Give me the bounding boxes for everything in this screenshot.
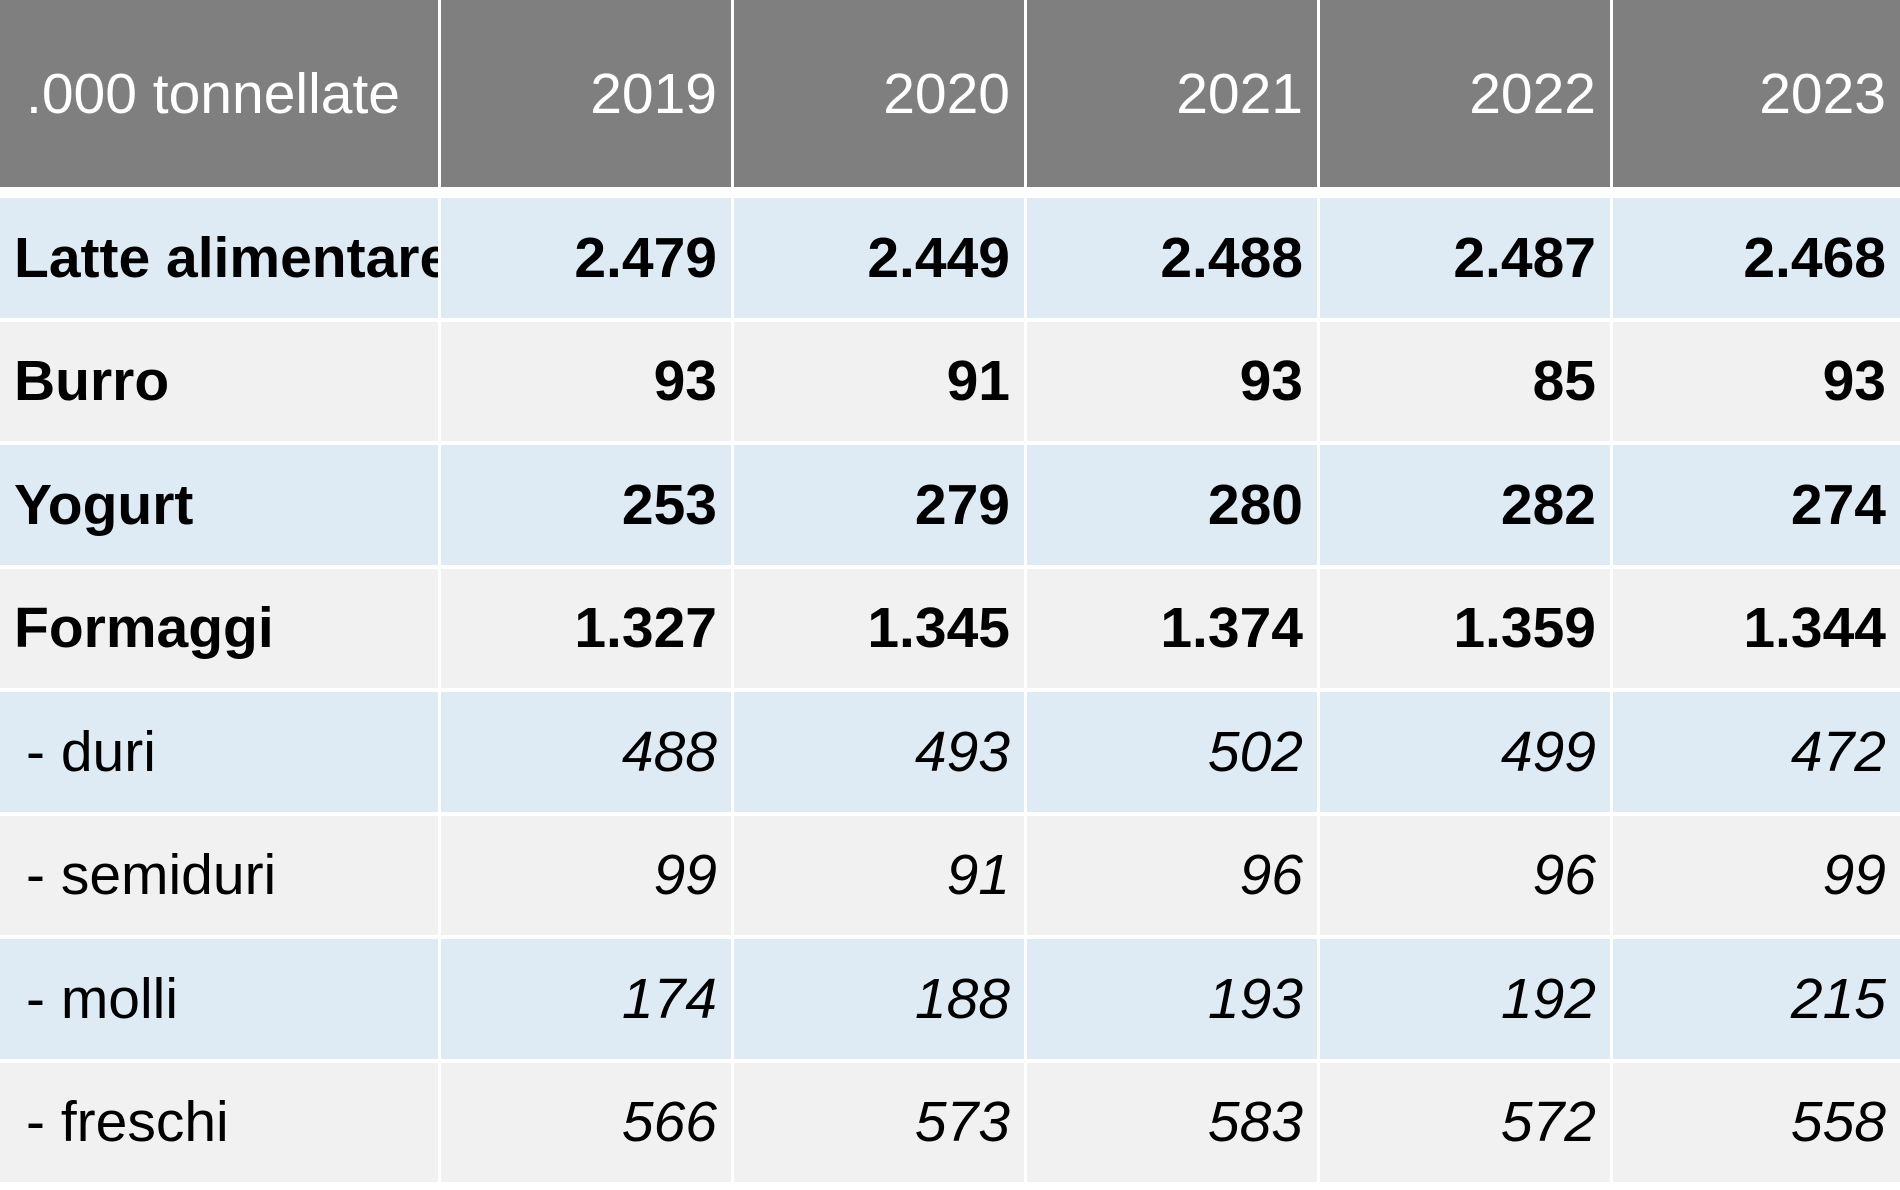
table-cell: 1.374 [1027,568,1320,692]
table-cell: 99 [441,815,734,939]
table-cell: 91 [734,815,1027,939]
table-cell: 493 [734,692,1027,816]
table-cell: 583 [1027,1062,1320,1186]
header-year-2022: 2022 [1320,0,1613,198]
table-cell: 2.479 [441,198,734,322]
table-cell: 93 [1613,321,1900,445]
table-cell: 472 [1613,692,1900,816]
table-cell: 2.449 [734,198,1027,322]
table-cell: 573 [734,1062,1027,1186]
table-cell: 2.468 [1613,198,1900,322]
row-label: Burro [0,321,441,445]
header-year-2019: 2019 [441,0,734,198]
table-cell: 502 [1027,692,1320,816]
table-cell: 499 [1320,692,1613,816]
row-label: Yogurt [0,445,441,569]
table-cell: 280 [1027,445,1320,569]
table-cell: 274 [1613,445,1900,569]
table-cell: 1.345 [734,568,1027,692]
row-label: - freschi [0,1062,441,1186]
table-cell: 282 [1320,445,1613,569]
header-year-2023: 2023 [1613,0,1900,198]
table-cell: 1.327 [441,568,734,692]
table-cell: 99 [1613,815,1900,939]
row-label: Formaggi [0,568,441,692]
table-cell: 91 [734,321,1027,445]
table-cell: 2.488 [1027,198,1320,322]
table-cell: 96 [1320,815,1613,939]
row-label: - semiduri [0,815,441,939]
table-cell: 193 [1027,939,1320,1063]
table-cell: 1.359 [1320,568,1613,692]
table-cell: 215 [1613,939,1900,1063]
table-cell: 558 [1613,1062,1900,1186]
table-cell: 192 [1320,939,1613,1063]
table-cell: 488 [441,692,734,816]
table-cell: 93 [1027,321,1320,445]
table-cell: 566 [441,1062,734,1186]
table-cell: 188 [734,939,1027,1063]
row-label: - molli [0,939,441,1063]
table-cell: 279 [734,445,1027,569]
table-cell: 253 [441,445,734,569]
table-cell: 85 [1320,321,1613,445]
table-cell: 572 [1320,1062,1613,1186]
header-year-2020: 2020 [734,0,1027,198]
header-year-2021: 2021 [1027,0,1320,198]
table-cell: 2.487 [1320,198,1613,322]
table-cell: 93 [441,321,734,445]
row-label: - duri [0,692,441,816]
table-cell: 96 [1027,815,1320,939]
header-unit-label: .000 tonnellate [0,0,441,198]
table-cell: 174 [441,939,734,1063]
row-label: Latte alimentare [0,198,441,322]
table-cell: 1.344 [1613,568,1900,692]
